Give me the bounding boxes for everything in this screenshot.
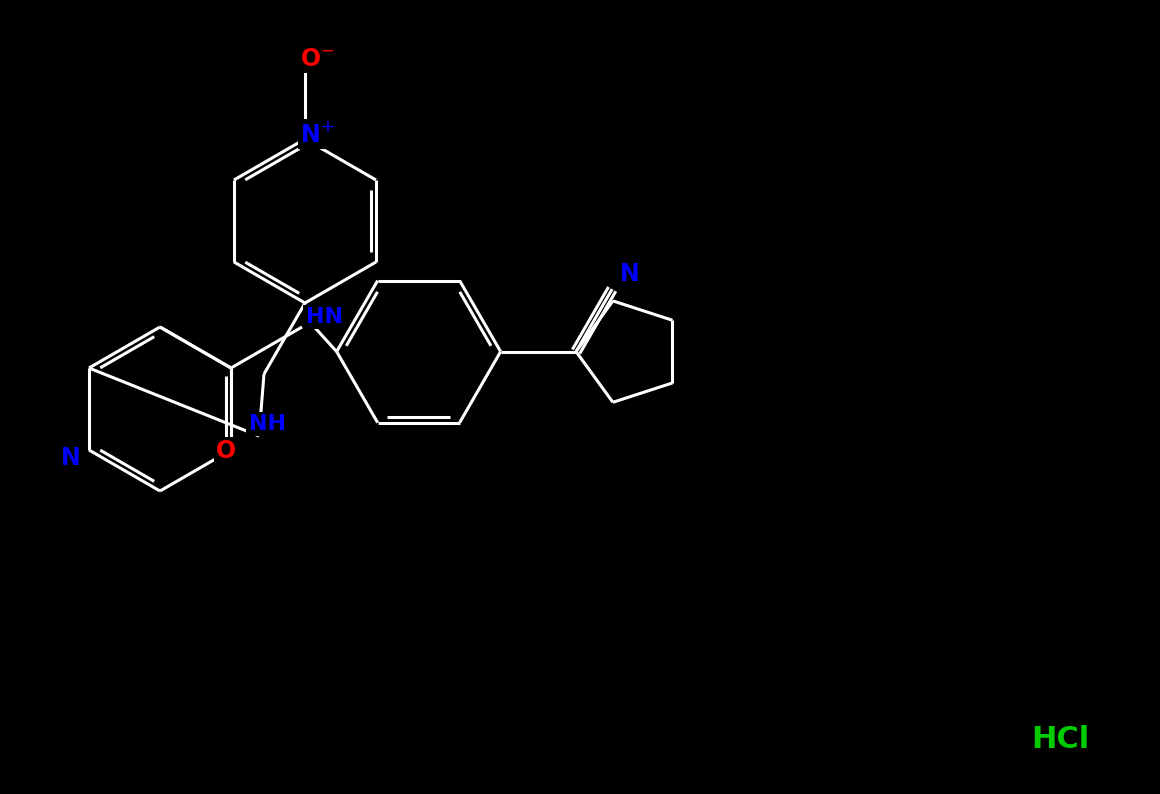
Text: NH: NH (248, 414, 285, 434)
Text: HCl: HCl (1031, 724, 1089, 754)
Text: N$^{+}$: N$^{+}$ (300, 121, 334, 147)
Text: N: N (621, 262, 640, 286)
Text: O: O (216, 439, 237, 463)
Text: N: N (61, 446, 81, 470)
Text: O$^{-}$: O$^{-}$ (299, 47, 334, 71)
Text: HN: HN (305, 307, 342, 327)
